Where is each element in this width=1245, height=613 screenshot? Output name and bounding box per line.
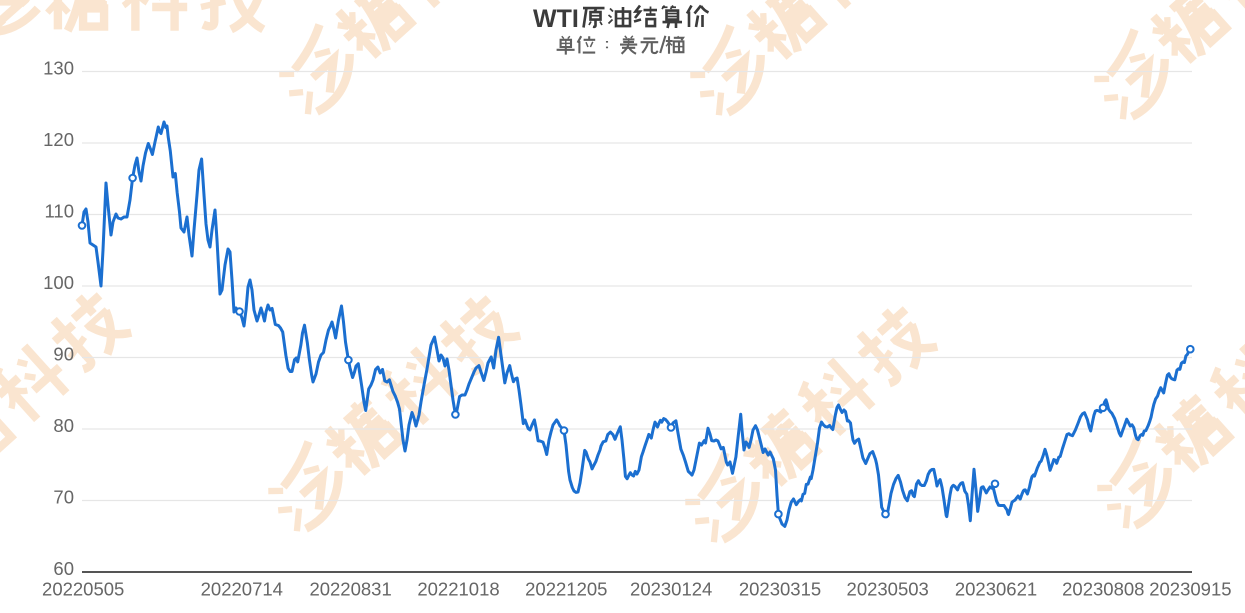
svg-text:130: 130 [43,58,74,79]
svg-text:20221018: 20221018 [417,579,499,600]
svg-text:20220714: 20220714 [201,579,283,600]
svg-text:20221205: 20221205 [525,579,607,600]
svg-text:20230503: 20230503 [847,579,929,600]
svg-text:20230915: 20230915 [1149,579,1231,600]
svg-text:20220505: 20220505 [42,579,124,600]
svg-text:80: 80 [53,415,74,436]
svg-text:70: 70 [53,487,74,508]
svg-text:60: 60 [53,558,74,579]
svg-text:20230124: 20230124 [630,579,712,600]
svg-text:20230315: 20230315 [739,579,821,600]
svg-text:90: 90 [53,344,74,365]
svg-text:20230808: 20230808 [1062,579,1144,600]
svg-text:WTI: WTI [533,5,579,33]
svg-text:110: 110 [45,201,75,222]
svg-text:20220831: 20220831 [309,579,391,600]
svg-text:120: 120 [43,129,74,150]
svg-text:100: 100 [43,272,74,293]
svg-text:20230621: 20230621 [955,579,1037,600]
